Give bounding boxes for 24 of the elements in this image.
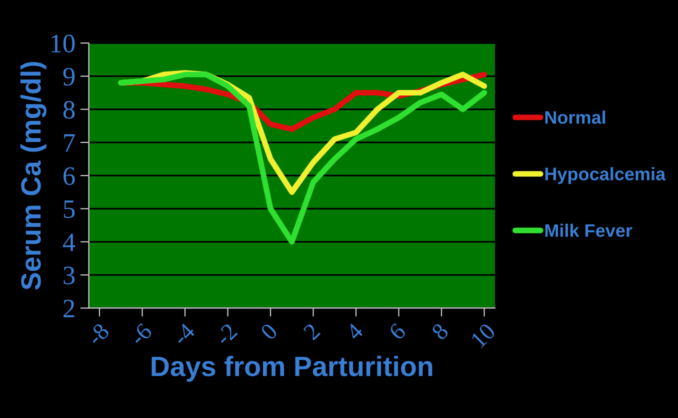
x-tick-label: -2 <box>214 322 238 346</box>
y-tick-label: 4 <box>62 234 76 251</box>
y-tick-label: 5 <box>64 200 75 218</box>
y-tick-label: 9 <box>63 68 75 86</box>
x-tick-label: -4 <box>172 322 196 346</box>
x-tick-label: -6 <box>128 322 153 346</box>
legend-label: Milk Fever <box>545 224 632 237</box>
y-tick-label: 7 <box>64 134 75 152</box>
x-tick-label: -8 <box>86 322 110 346</box>
y-tick-label: 6 <box>64 167 75 185</box>
x-tick-label: 10 <box>470 322 496 348</box>
x-tick-label: 2 <box>302 322 321 340</box>
x-tick-label: 8 <box>430 322 450 341</box>
y-tick-label: 8 <box>63 100 75 119</box>
x-tick-label: 6 <box>388 322 407 341</box>
y-tick-label: 10 <box>52 34 75 52</box>
x-tick-label: 0 <box>260 322 278 341</box>
x-axis-title: Days from Parturition <box>152 356 432 382</box>
y-axis-title: Serum Ca (mg/dl) <box>20 62 46 290</box>
y-tick-label: 2 <box>64 300 74 318</box>
x-tick-label: 4 <box>345 322 364 341</box>
legend-label: Hypocalcemia <box>545 167 666 184</box>
legend-label: Normal <box>545 110 606 124</box>
y-tick-label: 3 <box>64 266 75 284</box>
